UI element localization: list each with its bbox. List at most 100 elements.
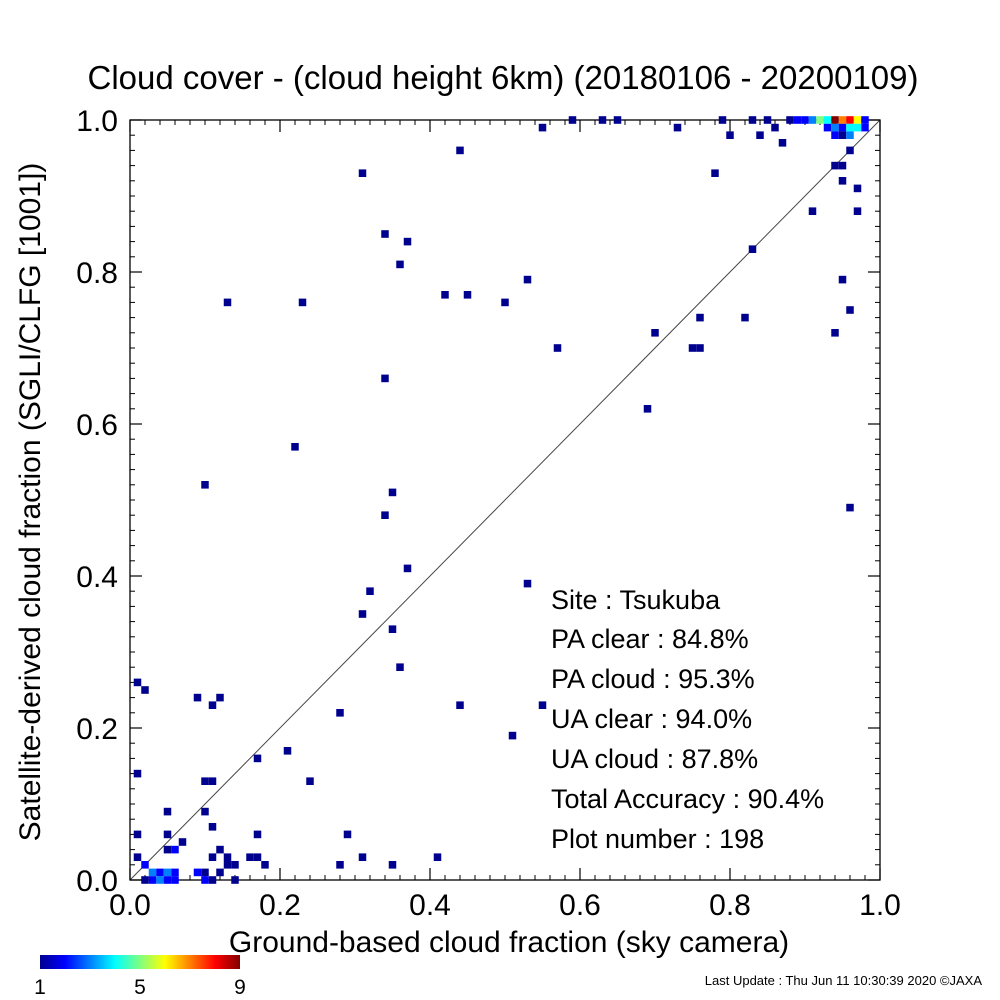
y-axis-label: Satellite-derived cloud fraction (SGLI/C… (14, 163, 47, 842)
density-cell (208, 701, 217, 709)
density-cell (336, 709, 344, 717)
density-cell (193, 693, 202, 702)
density-cell (831, 116, 839, 124)
density-cell (366, 587, 374, 595)
stat-ua-clear: UA clear : 94.0% (551, 704, 752, 734)
density-cell (853, 116, 862, 124)
density-cell (801, 116, 809, 124)
density-cell (696, 313, 704, 322)
density-cell (381, 511, 389, 519)
density-cell (283, 747, 292, 755)
density-cell (208, 853, 217, 861)
stat-pa-cloud: PA cloud : 95.3% (551, 664, 755, 694)
density-cell (201, 481, 209, 489)
density-cell (156, 876, 164, 884)
density-cell (823, 116, 832, 124)
density-cell (553, 344, 562, 352)
density-cell (643, 405, 652, 413)
density-cell (216, 845, 224, 854)
density-cell (201, 777, 209, 785)
density-cell (816, 116, 824, 124)
density-cell (861, 123, 869, 132)
density-cell (538, 701, 547, 709)
density-cell (253, 830, 262, 839)
y-tick-label: 1.0 (76, 105, 118, 138)
density-cell (291, 443, 299, 451)
density-cell (613, 116, 622, 124)
density-cell (133, 853, 142, 861)
density-cell (763, 116, 772, 124)
density-cell (808, 116, 817, 124)
density-cell (793, 116, 802, 124)
density-cell (358, 853, 367, 861)
y-tick-label: 0.6 (76, 409, 118, 442)
density-cell (201, 807, 209, 816)
density-cell (673, 123, 682, 132)
density-cell (381, 230, 389, 238)
density-cell (846, 146, 854, 155)
density-cell (838, 275, 847, 284)
density-cell (163, 830, 172, 839)
density-cell (433, 853, 442, 861)
density-cell (688, 344, 697, 352)
density-cell (261, 861, 269, 869)
density-cell (831, 329, 839, 337)
density-cell (223, 861, 232, 869)
density-cell (853, 207, 862, 215)
density-cell (846, 131, 854, 139)
density-cell (201, 868, 209, 877)
density-cell (163, 868, 172, 877)
density-cell (508, 731, 517, 740)
colorbar-tick-label: 5 (134, 976, 146, 999)
density-cell (133, 830, 142, 839)
density-cell (823, 123, 832, 132)
density-cell (838, 123, 847, 132)
density-cell (231, 861, 239, 869)
density-cell (246, 853, 254, 861)
density-cell (456, 146, 464, 155)
density-cell (853, 123, 862, 132)
density-cell (696, 344, 704, 352)
one-to-one-line (129, 119, 881, 881)
x-tick-label: 0.2 (259, 889, 301, 922)
density-cell (298, 298, 307, 307)
density-cell (748, 116, 757, 124)
density-cell (396, 663, 404, 671)
density-cell (133, 678, 142, 687)
major-ticks (129, 119, 881, 881)
density-cell (306, 777, 314, 785)
density-cell (178, 838, 187, 846)
density-cell (501, 298, 509, 307)
density-cell (148, 868, 157, 877)
density-cell (456, 701, 464, 709)
x-tick-label: 0.4 (409, 889, 451, 922)
stat-total-accuracy: Total Accuracy : 90.4% (551, 784, 824, 814)
density-cell (388, 625, 397, 633)
x-tick-label: 0.6 (559, 889, 601, 922)
density-cell (156, 868, 164, 877)
density-cell (846, 116, 854, 124)
density-cell (846, 123, 854, 132)
density-cell (253, 853, 262, 861)
x-tick-label: 1.0 (859, 889, 901, 922)
x-axis-label: Ground-based cloud fraction (sky camera) (229, 926, 789, 959)
density-cell (568, 116, 577, 124)
density-cell (163, 876, 172, 884)
stat-plot-number: Plot number : 198 (551, 824, 764, 854)
density-cell (171, 876, 179, 884)
density-cell (358, 169, 367, 177)
density-cell (201, 876, 209, 884)
density-cell (133, 769, 142, 778)
density-cell (223, 298, 232, 307)
density-cell (388, 861, 397, 869)
y-tick-labels: 0.0 0.2 0.4 0.6 0.8 1.0 (76, 105, 118, 898)
minor-ticks (130, 120, 880, 880)
density-cell (786, 116, 794, 124)
x-tick-label: 0.8 (709, 889, 751, 922)
density-cell (838, 161, 847, 170)
density-cell (846, 503, 854, 512)
density-cell (336, 861, 344, 869)
density-cell (651, 329, 659, 337)
density-cell (163, 845, 172, 854)
density-cell (223, 853, 232, 861)
